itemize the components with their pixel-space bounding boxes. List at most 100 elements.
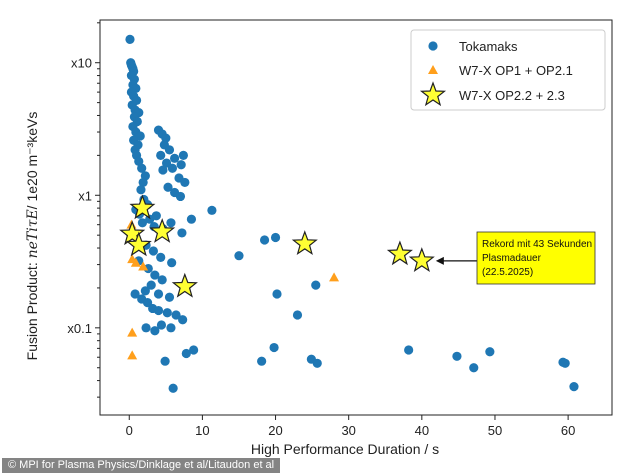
tokamak-point bbox=[272, 289, 282, 299]
tokamak-point bbox=[158, 165, 168, 175]
tokamak-point bbox=[189, 345, 199, 355]
y-axis-label-suffix: / 1e20 m⁻³keVs bbox=[24, 112, 40, 210]
annotation-box bbox=[476, 231, 596, 285]
tokamak-point bbox=[153, 289, 164, 299]
tokamak-point bbox=[141, 323, 151, 333]
x-tick-label: 10 bbox=[195, 423, 209, 438]
y-tick-label: x1 bbox=[78, 188, 92, 203]
tokamak-point bbox=[164, 292, 175, 302]
tokamak-point bbox=[135, 131, 145, 141]
w7x-op1-point bbox=[130, 257, 141, 267]
tokamak-point bbox=[150, 270, 160, 280]
tokamak-point bbox=[140, 286, 150, 296]
w7x-op22-point bbox=[171, 272, 198, 298]
y-axis-label-math: neTiτE bbox=[25, 209, 41, 258]
w7x-op22-point bbox=[119, 220, 146, 246]
y-axis-label-prefix: Fusion Product: bbox=[24, 258, 40, 360]
y-tick-label: x0.1 bbox=[67, 321, 92, 336]
tokamak-point bbox=[178, 315, 188, 325]
tokamak-point bbox=[167, 163, 178, 173]
tokamak-point bbox=[160, 356, 170, 366]
tokamak-point bbox=[166, 218, 176, 228]
tokamak-point bbox=[156, 252, 166, 262]
annotation-text: Plasmadauer bbox=[482, 253, 542, 264]
tokamak-point bbox=[168, 383, 178, 393]
tokamak-point bbox=[270, 232, 281, 243]
w7x-op22-point bbox=[125, 231, 152, 257]
tokamak-point bbox=[207, 205, 217, 215]
tokamak-point bbox=[166, 323, 176, 333]
tokamak-point bbox=[171, 310, 181, 320]
tokamak-point bbox=[137, 163, 147, 173]
legend-marker-tokamaks bbox=[428, 41, 438, 51]
tokamak-point bbox=[178, 150, 188, 160]
annotation-arrowhead bbox=[435, 256, 444, 265]
x-tick-label: 40 bbox=[415, 423, 429, 438]
tokamak-point bbox=[163, 182, 173, 192]
tokamak-point bbox=[311, 280, 321, 290]
y-axis-label: Fusion Product: neTiτE/ 1e20 m⁻³keVs bbox=[24, 112, 41, 361]
tokamak-point bbox=[177, 228, 187, 238]
tokamak-point bbox=[164, 145, 175, 155]
tokamak-point bbox=[175, 191, 186, 202]
tokamak-point bbox=[170, 153, 180, 163]
tokamak-point bbox=[153, 305, 164, 316]
legend-box bbox=[410, 29, 606, 111]
annotation-text: (22.5.2025) bbox=[482, 267, 533, 278]
x-tick-label: 60 bbox=[561, 423, 575, 438]
fusion-product-chart: High Performance Duration / s Fusion Pro… bbox=[24, 19, 613, 457]
tokamak-point bbox=[138, 177, 148, 188]
tokamak-point bbox=[485, 347, 495, 357]
legend-label: W7-X OP2.2 + 2.3 bbox=[459, 88, 565, 103]
tokamak-point bbox=[181, 348, 191, 359]
tokamak-point bbox=[156, 150, 166, 160]
x-tick-label: 50 bbox=[488, 423, 502, 438]
w7x-op1-point bbox=[127, 350, 138, 360]
w7x-op22-point bbox=[149, 218, 176, 243]
tokamak-point bbox=[157, 275, 167, 285]
tokamak-point bbox=[137, 218, 148, 228]
w7x-op22-point bbox=[386, 240, 413, 266]
tokamak-point bbox=[292, 310, 303, 320]
tokamak-point bbox=[156, 320, 167, 330]
w7x-op22-point bbox=[408, 247, 435, 273]
x-tick-label: 30 bbox=[341, 423, 355, 438]
tokamak-point bbox=[186, 214, 197, 224]
tokamak-point bbox=[257, 356, 267, 366]
tokamak-point bbox=[234, 251, 244, 261]
tokamak-point bbox=[259, 235, 270, 245]
tokamak-point bbox=[469, 363, 479, 373]
legend-label: W7-X OP1 + OP2.1 bbox=[459, 63, 573, 78]
tokamak-point bbox=[162, 308, 172, 318]
image-credit: © MPI for Plasma Physics/Dinklage et al/… bbox=[2, 458, 281, 473]
tokamak-point bbox=[143, 263, 153, 274]
plot-frame bbox=[99, 19, 613, 416]
tokamak-point bbox=[130, 289, 140, 299]
x-axis-label: High Performance Duration / s bbox=[251, 441, 439, 457]
annotation-text: Rekord mit 43 Sekunden bbox=[482, 239, 592, 250]
x-tick-label: 0 bbox=[126, 423, 133, 438]
tokamak-point bbox=[404, 345, 414, 355]
tokamak-point bbox=[151, 211, 161, 221]
legend-label: Tokamaks bbox=[459, 39, 518, 54]
legend-marker-op1 bbox=[428, 65, 438, 74]
w7x-op1-point bbox=[127, 327, 138, 337]
x-tick-label: 20 bbox=[268, 423, 282, 438]
tokamak-point bbox=[148, 246, 158, 256]
tokamak-point bbox=[312, 358, 322, 368]
tokamak-point bbox=[136, 185, 146, 195]
svg-text:Fusion Product: neTiτE/ 1e20: Fusion Product: neTiτE/ 1e20 m⁻³keVs bbox=[24, 112, 41, 361]
w7x-op1-point bbox=[138, 261, 149, 271]
tokamak-point bbox=[569, 382, 579, 392]
y-tick-label: x10 bbox=[71, 56, 92, 71]
tokamak-point bbox=[125, 34, 135, 44]
tokamak-point bbox=[167, 258, 177, 268]
tokamak-point bbox=[180, 177, 190, 188]
legend-marker-op22 bbox=[419, 81, 447, 107]
tokamak-point bbox=[560, 358, 570, 368]
w7x-op22-point bbox=[129, 194, 156, 220]
tokamak-point bbox=[150, 326, 160, 336]
tokamak-point bbox=[269, 342, 279, 353]
tokamak-point bbox=[452, 351, 462, 361]
w7x-op22-point bbox=[291, 230, 318, 255]
